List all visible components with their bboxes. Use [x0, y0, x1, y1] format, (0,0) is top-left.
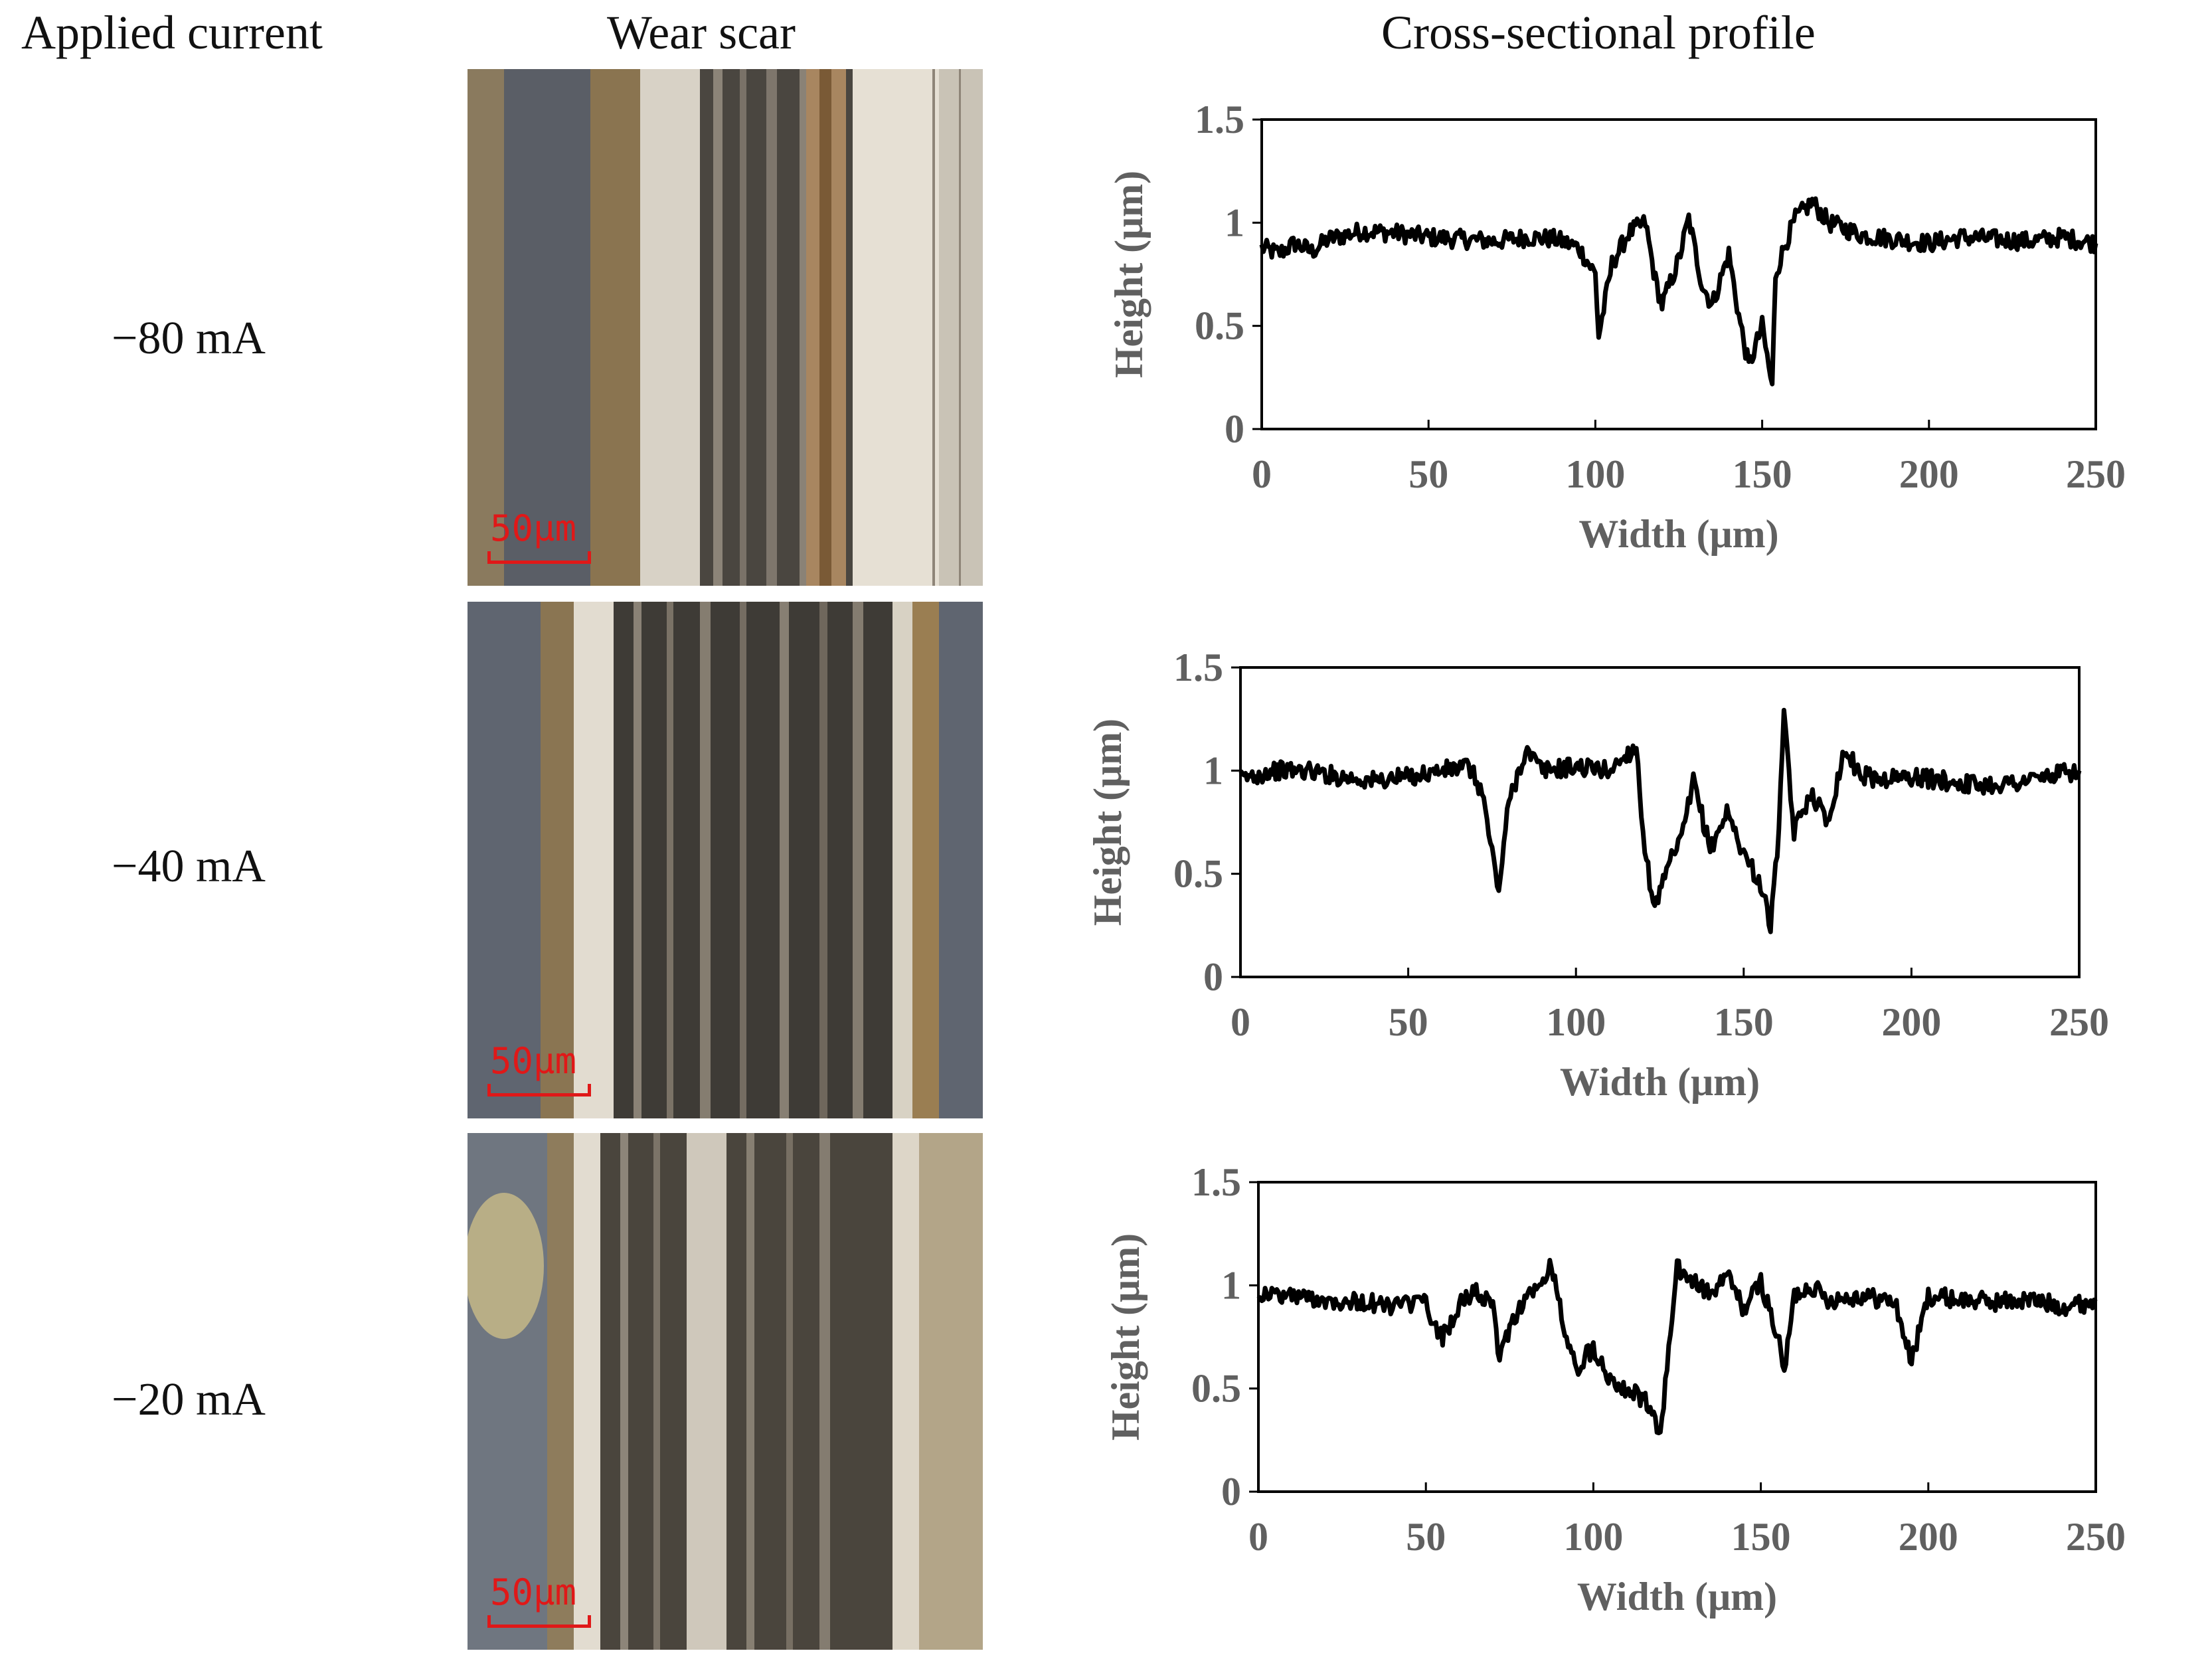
- y-tick-label: 1: [1225, 201, 1244, 244]
- x-tick-label: 150: [1714, 1000, 1774, 1044]
- scale-bar-line-row-3: [487, 1624, 591, 1628]
- current-label-row-2: −40 mA: [112, 841, 266, 892]
- x-tick-label: 200: [1881, 1000, 1941, 1044]
- profile-trace-row-2: [1238, 707, 2082, 934]
- x-tick-label: 150: [1733, 452, 1792, 496]
- y-tick-label: 0.5: [1173, 852, 1223, 896]
- x-tick-label: 100: [1563, 1515, 1623, 1559]
- scale-bar-line-row-2: [487, 1093, 591, 1097]
- wear-scar-image-row-1: 50μm: [468, 69, 983, 586]
- x-tick-label: 200: [1899, 452, 1959, 496]
- x-axis-label: Width (μm): [1577, 1575, 1777, 1619]
- current-label-row-3: −20 mA: [112, 1374, 266, 1425]
- scale-bar-tick-right-row-1: [588, 551, 591, 564]
- scale-bar-tick-right-row-2: [588, 1084, 591, 1097]
- scale-bar-tick-right-row-3: [588, 1615, 591, 1628]
- scale-bar-tick-left-row-1: [487, 551, 491, 564]
- y-tick-label: 0: [1203, 955, 1223, 999]
- scale-bar-tick-left-row-2: [487, 1084, 491, 1097]
- x-tick-label: 0: [1231, 1000, 1250, 1044]
- scale-bar-label-row-3: 50μm: [490, 1571, 577, 1613]
- scale-bar-row-1: 50μm: [487, 507, 594, 574]
- x-tick-label: 50: [1408, 452, 1448, 496]
- plot-frame-row-1: [1260, 118, 2097, 430]
- profile-chart-row-1: 0 50 100 150 200 250 0 0.5 1 1.5 Width (μm) Height …: [1063, 73, 2212, 604]
- plot-frame-row-2: [1239, 666, 2081, 978]
- scale-bar-row-3: 50μm: [487, 1571, 594, 1638]
- x-tick-label: 250: [2066, 1515, 2126, 1559]
- wear-scar-image-row-3: 50μm: [468, 1133, 983, 1650]
- header-wear-scar: Wear scar: [607, 6, 796, 59]
- wear-scar-image-row-2: 50μm: [468, 602, 983, 1118]
- scale-bar-line-row-1: [487, 561, 591, 564]
- scale-bar-label-row-1: 50μm: [490, 507, 577, 549]
- y-axis-label: Height (μm): [1107, 171, 1151, 378]
- header-applied-current: Applied current: [21, 6, 323, 59]
- y-tick-label: 0.5: [1195, 304, 1244, 348]
- x-tick-label: 50: [1389, 1000, 1428, 1044]
- x-axis-label: Width (μm): [1560, 1060, 1760, 1104]
- x-tick-label: 50: [1406, 1515, 1446, 1559]
- scale-bar-row-2: 50μm: [487, 1040, 594, 1106]
- y-tick-label: 1.5: [1191, 1160, 1241, 1204]
- y-tick-label: 0.5: [1191, 1367, 1241, 1411]
- y-axis-label: Height (μm): [1104, 1233, 1148, 1441]
- profile-chart-row-2: 0 50 100 150 200 250 0 0.5 1 1.5 Width (μm) Height …: [1063, 621, 2212, 1152]
- y-tick-label: 0: [1221, 1470, 1241, 1514]
- x-tick-label: 250: [2066, 452, 2126, 496]
- y-tick-label: 1.5: [1173, 646, 1223, 689]
- x-tick-label: 100: [1565, 452, 1625, 496]
- y-tick-label: 1: [1203, 748, 1223, 792]
- profile-trace-row-1: [1259, 196, 2098, 387]
- x-tick-label: 250: [2049, 1000, 2109, 1044]
- x-tick-label: 150: [1731, 1515, 1791, 1559]
- x-tick-label: 200: [1899, 1515, 1958, 1559]
- plot-frame-row-3: [1257, 1181, 2097, 1493]
- x-tick-label: 0: [1248, 1515, 1268, 1559]
- scale-bar-tick-left-row-3: [487, 1615, 491, 1628]
- y-axis-label: Height (μm): [1086, 719, 1130, 926]
- current-label-row-1: −80 mA: [112, 313, 266, 364]
- x-tick-label: 0: [1252, 452, 1272, 496]
- header-cross-sectional-profile: Cross-sectional profile: [1381, 6, 1816, 59]
- y-tick-label: 1.5: [1195, 98, 1244, 141]
- profile-trace-row-3: [1256, 1258, 2098, 1436]
- x-axis-label: Width (μm): [1578, 512, 1778, 556]
- y-tick-label: 1: [1221, 1263, 1241, 1307]
- profile-chart-row-3: 0 50 100 150 200 250 0 0.5 1 1.5 Width (μm) Height …: [1063, 1136, 2212, 1667]
- x-tick-label: 100: [1546, 1000, 1606, 1044]
- scale-bar-label-row-2: 50μm: [490, 1040, 577, 1082]
- y-tick-label: 0: [1225, 407, 1244, 451]
